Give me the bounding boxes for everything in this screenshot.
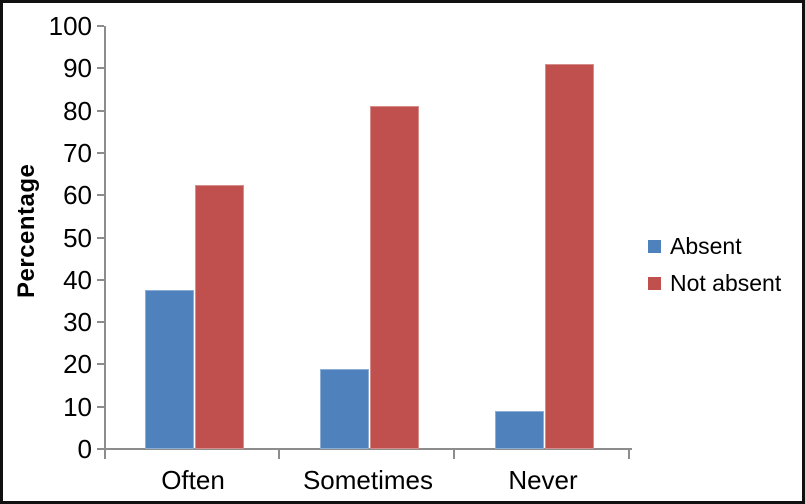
y-tick-mark bbox=[97, 405, 104, 408]
bar-not-absent bbox=[369, 105, 419, 449]
y-tick-label: 90 bbox=[63, 53, 92, 84]
y-tick-mark bbox=[97, 321, 104, 324]
bar-not-absent bbox=[544, 63, 594, 449]
x-tick-mark bbox=[278, 450, 280, 459]
y-tick-mark bbox=[97, 236, 104, 239]
y-tick-mark bbox=[97, 194, 104, 197]
legend-swatch-not-absent bbox=[648, 276, 661, 290]
y-tick-mark bbox=[97, 109, 104, 112]
y-tick-mark bbox=[97, 67, 104, 70]
bar-absent bbox=[319, 369, 369, 449]
legend-label: Absent bbox=[670, 233, 742, 259]
y-tick-label: 20 bbox=[63, 349, 92, 380]
y-tick-label: 40 bbox=[63, 264, 92, 295]
x-tick-mark bbox=[453, 450, 455, 459]
x-axis-line bbox=[104, 448, 632, 450]
y-tick-label: 0 bbox=[77, 434, 92, 464]
y-tick-mark bbox=[97, 25, 104, 27]
y-tick-mark bbox=[97, 448, 104, 450]
y-tick-label: 100 bbox=[48, 11, 92, 41]
y-tick-label: 30 bbox=[63, 307, 92, 338]
legend-item: Absent bbox=[648, 234, 781, 258]
y-tick-mark bbox=[97, 278, 104, 281]
bar-not-absent bbox=[194, 184, 244, 449]
bar-absent bbox=[494, 411, 544, 449]
x-tick-mark bbox=[628, 450, 630, 459]
y-tick-label: 50 bbox=[63, 222, 92, 253]
y-tick-mark bbox=[97, 363, 104, 366]
legend-swatch-absent bbox=[648, 239, 661, 253]
legend: Absent Not absent bbox=[648, 234, 781, 295]
y-tick-label: 10 bbox=[63, 391, 92, 422]
y-axis-line bbox=[104, 26, 106, 459]
legend-item: Not absent bbox=[648, 271, 781, 295]
y-tick-label: 70 bbox=[63, 137, 92, 168]
y-tick-label: 60 bbox=[63, 180, 92, 211]
y-tick-label: 80 bbox=[63, 95, 92, 126]
y-tick-mark bbox=[97, 151, 104, 154]
x-category-label: Often bbox=[161, 465, 225, 495]
x-category-label: Sometimes bbox=[302, 465, 434, 495]
legend-label: Not absent bbox=[670, 270, 782, 297]
x-category-label: Never bbox=[508, 465, 578, 495]
bar-absent bbox=[144, 290, 194, 449]
